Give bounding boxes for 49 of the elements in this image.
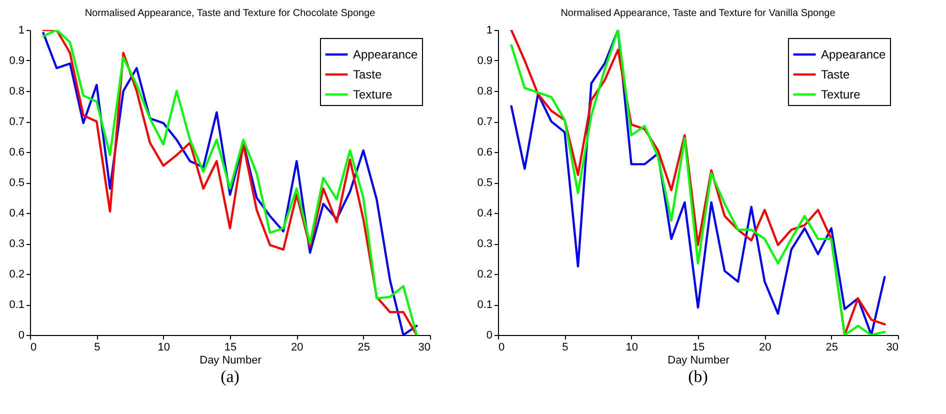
x-tick-label: 25 bbox=[358, 342, 370, 354]
x-tick-label: 10 bbox=[158, 342, 170, 354]
x-tick-label: 10 bbox=[626, 342, 638, 354]
chart-title: Normalised Appearance, Taste and Texture for Chocolate Sponge bbox=[84, 8, 376, 19]
y-tick-label: 0.4 bbox=[9, 208, 24, 220]
y-tick-label: 0.7 bbox=[9, 116, 24, 128]
y-tick-label: 0 bbox=[486, 330, 492, 342]
y-tick-label: 0.9 bbox=[477, 55, 492, 67]
legend-label: Taste bbox=[821, 68, 850, 82]
chart-title: Normalised Appearance, Taste and Texture for Vanilla Sponge bbox=[560, 8, 836, 19]
legend-label: Taste bbox=[353, 68, 382, 82]
legend-label: Appearance bbox=[353, 48, 418, 62]
y-tick-label: 1 bbox=[486, 24, 492, 36]
x-tick-label: 30 bbox=[418, 342, 430, 354]
legend-label: Texture bbox=[821, 88, 861, 102]
y-tick-label: 0.5 bbox=[477, 177, 492, 189]
x-tick-label: 15 bbox=[692, 342, 705, 354]
x-tick-label: 15 bbox=[224, 342, 237, 354]
x-tick-label: 5 bbox=[94, 342, 100, 354]
x-tick-label: 30 bbox=[886, 342, 898, 354]
x-tick-label: 0 bbox=[498, 342, 505, 354]
y-tick-label: 0.8 bbox=[477, 86, 492, 98]
x-axis-title: Day Number bbox=[200, 354, 262, 366]
y-tick-label: 0.2 bbox=[477, 268, 492, 280]
x-tick-label: 5 bbox=[562, 342, 568, 354]
text: (b) bbox=[688, 367, 708, 386]
line-series bbox=[510, 30, 886, 335]
x-tick-label: 20 bbox=[291, 342, 304, 354]
text: (a) bbox=[220, 367, 240, 386]
y-tick-label: 0.1 bbox=[9, 299, 24, 311]
y-tick-label: 0.4 bbox=[477, 208, 492, 220]
y-tick-label: 0.9 bbox=[9, 55, 24, 67]
y-tick-label: 0.5 bbox=[9, 177, 24, 189]
x-tick-label: 25 bbox=[826, 342, 838, 354]
y-tick-label: 0.8 bbox=[9, 86, 24, 98]
x-tick-label: 0 bbox=[30, 342, 37, 354]
y-tick-label: 0.3 bbox=[477, 238, 492, 250]
x-axis-title: Day Number bbox=[668, 354, 730, 366]
legend-label: Texture bbox=[353, 88, 393, 102]
y-tick-label: 0.7 bbox=[477, 116, 492, 128]
y-tick-label: 0.3 bbox=[9, 238, 24, 250]
y-tick-label: 0.6 bbox=[477, 146, 492, 158]
y-tick-label: 0.1 bbox=[477, 299, 492, 311]
y-tick-label: 0 bbox=[18, 330, 24, 342]
y-tick-label: 1 bbox=[18, 24, 24, 36]
y-tick-label: 0.2 bbox=[9, 268, 24, 280]
legend-label: Appearance bbox=[821, 48, 886, 62]
y-tick-label: 0.6 bbox=[9, 146, 24, 158]
x-tick-label: 20 bbox=[759, 342, 772, 354]
